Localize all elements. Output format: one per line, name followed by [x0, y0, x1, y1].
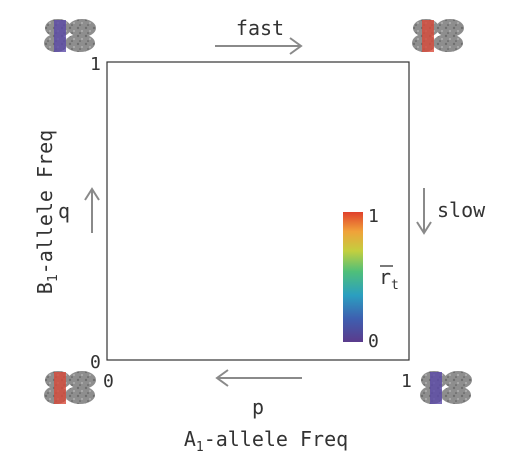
- colorbar-gradient: [343, 212, 363, 342]
- colorbar-max-label: 1: [368, 206, 379, 227]
- label-q: q: [58, 199, 70, 223]
- y-axis-subscript: 1: [46, 274, 61, 282]
- y-axis-suffix: -allele Freq: [33, 130, 57, 275]
- x-tick-left: 0: [103, 371, 114, 392]
- y-tick-top: 1: [90, 54, 101, 75]
- colorbar-symbol-subscript: t: [391, 278, 399, 293]
- x-tick-right: 1: [401, 371, 412, 392]
- trajectory-square: [105, 60, 411, 362]
- y-tick-bottom: 0: [90, 352, 101, 373]
- x-axis-suffix: -allele Freq: [204, 427, 349, 451]
- trajectory-outline: [106, 61, 410, 361]
- y-axis-prefix: B: [33, 282, 57, 294]
- x-axis-subscript: 1: [196, 440, 204, 455]
- y-axis-label: B1-allele Freq: [33, 130, 61, 294]
- label-p: p: [252, 395, 264, 419]
- x-axis-prefix: A: [184, 427, 196, 451]
- x-axis-label: A1-allele Freq: [184, 427, 348, 455]
- arrow-down-right: [416, 188, 432, 235]
- genotype-icon-top-left: [44, 19, 96, 52]
- colorbar-symbol: rt: [379, 265, 399, 293]
- genotype-icon-top-right: [412, 19, 464, 52]
- genotype-icon-bottom-right: [420, 371, 472, 404]
- colorbar: 1 0 rt: [343, 206, 399, 352]
- label-fast: fast: [236, 16, 284, 40]
- label-slow: slow: [437, 198, 486, 222]
- genotype-icon-bottom-left: [44, 371, 96, 404]
- arrow-right-top: [215, 37, 303, 55]
- arrow-left-bottom: [215, 369, 302, 387]
- colorbar-symbol-main: r: [379, 265, 391, 289]
- colorbar-min-label: 0: [368, 331, 379, 352]
- arrow-up-left: [84, 187, 100, 233]
